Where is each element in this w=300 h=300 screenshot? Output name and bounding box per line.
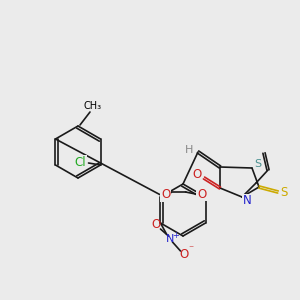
Text: S: S xyxy=(280,185,288,199)
Text: H: H xyxy=(185,145,193,155)
Text: O: O xyxy=(152,218,161,232)
Text: +: + xyxy=(172,230,179,239)
Text: N: N xyxy=(166,234,175,244)
Text: O: O xyxy=(192,169,202,182)
Text: O: O xyxy=(161,188,170,202)
Text: Cl: Cl xyxy=(75,155,86,169)
Text: ⁻: ⁻ xyxy=(188,244,193,254)
Text: O: O xyxy=(180,248,189,260)
Text: S: S xyxy=(254,159,262,169)
Text: CH₃: CH₃ xyxy=(84,101,102,111)
Text: N: N xyxy=(243,194,251,208)
Text: O: O xyxy=(197,188,206,200)
